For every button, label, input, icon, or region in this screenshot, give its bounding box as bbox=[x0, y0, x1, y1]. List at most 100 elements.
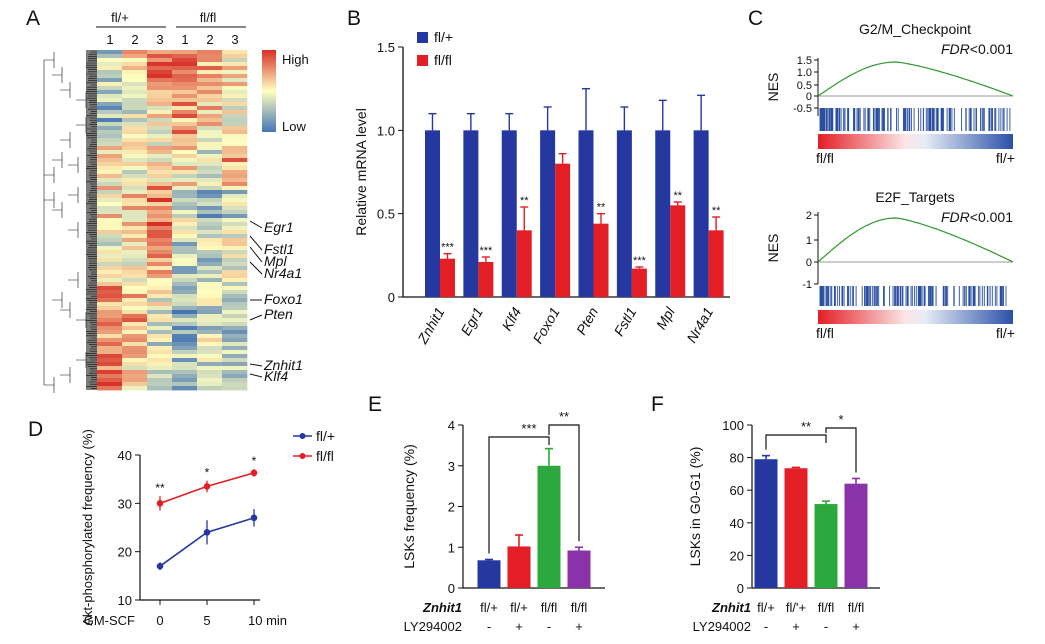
heatmap-cell bbox=[122, 178, 148, 183]
heatmap-cell bbox=[147, 202, 173, 207]
heatmap-cell bbox=[172, 246, 198, 251]
heatmap-cell bbox=[197, 302, 223, 307]
heatmap-cell bbox=[147, 238, 173, 243]
heatmap-cell bbox=[147, 50, 173, 55]
heatmap-cell bbox=[222, 246, 248, 251]
d-point bbox=[156, 500, 164, 507]
column-label-3: 3 bbox=[156, 32, 163, 47]
heatmap-cell bbox=[122, 210, 148, 215]
heatmap-cell bbox=[197, 370, 223, 375]
heatmap-cell bbox=[172, 358, 198, 363]
heatmap-cell bbox=[147, 94, 173, 99]
heatmap-cell bbox=[147, 70, 173, 75]
gene-pointer-line bbox=[249, 261, 263, 275]
chart-f: 0 20 40 60 80 100 LSKs in G0-G1 (%) fl/+ - fl/'+ +… bbox=[687, 412, 880, 634]
heatmap-cell bbox=[97, 150, 123, 155]
heatmap-cell bbox=[222, 266, 248, 271]
heatmap-cell bbox=[172, 222, 198, 227]
heatmap-cell bbox=[97, 214, 123, 219]
dendrogram-leaves bbox=[86, 50, 97, 390]
heatmap-cell bbox=[122, 194, 148, 199]
chart-c: G2/M_CheckpointFDR<0.0011.51.00.50-0.5NE… bbox=[765, 21, 1015, 341]
heatmap-cell bbox=[172, 178, 198, 183]
b-y-axis-label: Relative mRNA level bbox=[353, 108, 369, 236]
heatmap-cell bbox=[122, 122, 148, 127]
heatmap-cell bbox=[222, 334, 248, 339]
heatmap-cell bbox=[147, 230, 173, 235]
heatmap-cell bbox=[222, 70, 248, 75]
heatmap-cell bbox=[122, 118, 148, 123]
heatmap-cell bbox=[197, 286, 223, 291]
heatmap-cell bbox=[197, 354, 223, 359]
b-bar-flfl bbox=[440, 258, 455, 297]
heatmap-cell bbox=[147, 354, 173, 359]
b-x-tick-label: Klf4 bbox=[498, 304, 524, 333]
c-fdr-text: FDR<0.001 bbox=[941, 41, 1013, 57]
c-fdr-text: FDR<0.001 bbox=[941, 209, 1013, 225]
panel-e-label: E bbox=[368, 393, 382, 416]
heatmap-cell bbox=[197, 74, 223, 79]
b-significance: *** bbox=[441, 242, 455, 254]
heatmap-cell bbox=[222, 262, 248, 267]
c-right-label: fl/+ bbox=[996, 325, 1015, 341]
heatmap-cell bbox=[222, 386, 248, 391]
heatmap-cell bbox=[222, 186, 248, 191]
heatmap-cell bbox=[197, 322, 223, 327]
heatmap-cell bbox=[97, 362, 123, 367]
e-bar bbox=[507, 546, 531, 588]
b-y-tick-label: 0 bbox=[388, 290, 395, 305]
heatmap-cell bbox=[172, 350, 198, 355]
heatmap-cell bbox=[147, 138, 173, 143]
gene-pointer-line bbox=[249, 235, 263, 251]
heatmap-cell bbox=[172, 154, 198, 159]
d-significance: * bbox=[205, 466, 210, 480]
heatmap-cell bbox=[122, 138, 148, 143]
c-y-axis-label: NES bbox=[765, 234, 781, 263]
heatmap-cell bbox=[122, 294, 148, 299]
heatmap-cell bbox=[122, 330, 148, 335]
c-plot-title: G2/M_Checkpoint bbox=[859, 21, 971, 37]
heatmap-cell bbox=[197, 126, 223, 131]
heatmap-cell bbox=[222, 198, 248, 203]
heatmap-cell bbox=[122, 158, 148, 163]
heatmap-cell bbox=[147, 326, 173, 331]
heatmap-cell bbox=[147, 330, 173, 335]
heatmap-cell bbox=[197, 202, 223, 207]
heatmap-cell bbox=[197, 306, 223, 311]
heatmap-cell bbox=[197, 254, 223, 259]
f-x-tick-label: fl/'+ bbox=[786, 600, 806, 615]
column-label-2: 2 bbox=[131, 32, 138, 47]
gene-label-klf4: Klf4 bbox=[264, 368, 288, 384]
heatmap-cell bbox=[97, 182, 123, 187]
heatmap-cell bbox=[97, 126, 123, 131]
f-bar bbox=[844, 483, 868, 588]
heatmap-cell bbox=[122, 110, 148, 115]
heatmap-cell bbox=[172, 254, 198, 259]
f-row-label-ly294002: LY294002 bbox=[693, 619, 751, 634]
f-ly294002-label: + bbox=[852, 619, 860, 634]
heatmap-cell bbox=[122, 114, 148, 119]
b-bar-flfl bbox=[670, 205, 686, 297]
heatmap-cell bbox=[197, 362, 223, 367]
f-x-tick-label: fl/fl bbox=[818, 600, 835, 615]
e-bar bbox=[477, 560, 501, 588]
heatmap-cell bbox=[172, 122, 198, 127]
c-y-tick-label: 0 bbox=[806, 91, 812, 103]
panel-f: F 0 20 40 60 80 100 LSKs in G0-G1 (%) fl/+ - fl/'… bbox=[651, 393, 880, 634]
d-y-tick-label: 40 bbox=[118, 448, 132, 463]
b-legend-swatch-flfl bbox=[417, 55, 428, 66]
heatmap-cell bbox=[197, 238, 223, 243]
heatmap-cell bbox=[147, 234, 173, 239]
heatmap-cell bbox=[222, 298, 248, 303]
heatmap-cell bbox=[147, 134, 173, 139]
heatmap-cell bbox=[147, 386, 173, 391]
heatmap-cell bbox=[147, 294, 173, 299]
e-ly294002-label: - bbox=[487, 619, 491, 634]
heatmap-cell bbox=[222, 90, 248, 95]
heatmap-cell bbox=[172, 226, 198, 231]
f-ly294002-label: + bbox=[792, 619, 800, 634]
d-y-tick-label: 30 bbox=[118, 496, 132, 511]
heatmap-cell bbox=[122, 366, 148, 371]
heatmap-cell bbox=[172, 386, 198, 391]
b-y-tick-label: 1.5 bbox=[377, 40, 395, 55]
